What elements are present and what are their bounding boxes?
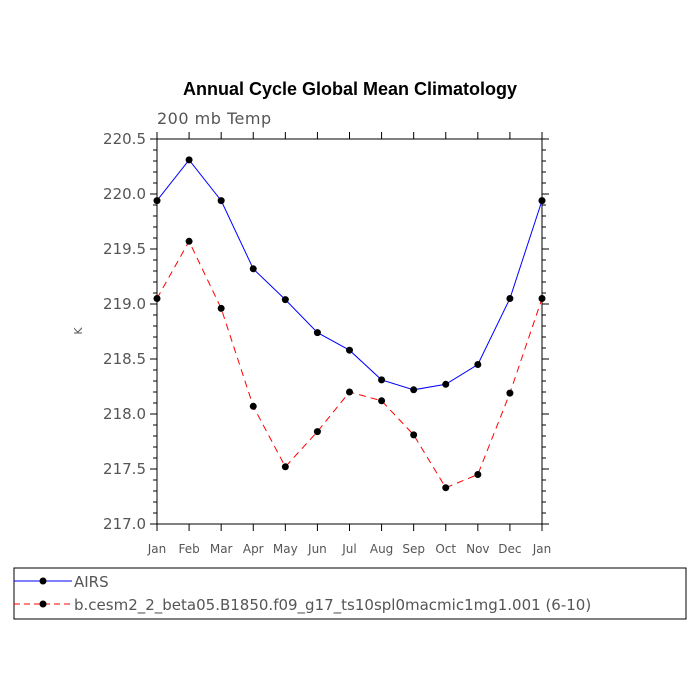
series-0-point xyxy=(346,346,353,354)
x-tick-label: Oct xyxy=(435,542,456,556)
series-1-point xyxy=(217,304,225,312)
series-1-point xyxy=(506,389,514,397)
y-tick-labels: 217.0 217.5 218.0 218.5 219.0 219.5 220.0 220.5 xyxy=(103,130,146,533)
chart-subtitle: 200 mb Temp xyxy=(157,109,272,128)
legend: AIRS b.cesm2_2_beta05.B1850.f09_g17_ts10… xyxy=(13,567,687,620)
legend-label-airs: AIRS xyxy=(74,573,109,591)
x-tick-label: Feb xyxy=(178,542,199,556)
series-line-0 xyxy=(156,159,543,391)
series-1-point xyxy=(378,397,386,405)
plot-frame xyxy=(156,138,543,525)
y-tick-label: 219.5 xyxy=(103,240,146,258)
series-1-point xyxy=(153,295,161,302)
chart-title: Annual Cycle Global Mean Climatology xyxy=(183,79,517,99)
x-tick-label: Jul xyxy=(341,542,356,556)
legend-marker-airs xyxy=(39,577,47,585)
legend-box xyxy=(13,567,687,620)
x-tick-label: Jun xyxy=(307,542,327,556)
legend-marker-cesm xyxy=(39,600,47,608)
series-1-point xyxy=(185,237,193,245)
series-0-point xyxy=(442,380,450,388)
x-tick-label: Apr xyxy=(243,542,264,556)
x-tick-label: Nov xyxy=(466,542,489,556)
series-1-point xyxy=(474,471,482,478)
series-0-point xyxy=(185,156,193,164)
series-0-point xyxy=(474,361,482,368)
series-0-point xyxy=(249,265,257,273)
y-tick-label: 220.0 xyxy=(103,185,146,203)
y-tick-label: 218.0 xyxy=(103,405,146,423)
y-tick-label: 217.5 xyxy=(103,460,146,478)
x-tick-label: May xyxy=(273,542,298,556)
series-0-point xyxy=(153,197,161,205)
x-tick-label: Jan xyxy=(532,542,552,556)
x-tick-labels: Jan Feb Mar Apr May Jun Jul Aug Sep Oct Nov Dec Jan xyxy=(147,542,552,556)
series-1-point xyxy=(346,388,353,396)
x-tick-label: Aug xyxy=(370,542,393,556)
series-1-point xyxy=(442,484,450,492)
series-1-point xyxy=(249,402,257,410)
series-0-point xyxy=(313,329,321,337)
series-0-point xyxy=(506,295,514,302)
ticks xyxy=(150,132,549,531)
series-1-point xyxy=(538,295,546,302)
series-0-point xyxy=(217,197,225,205)
series-1-point xyxy=(410,431,418,439)
series-line-1 xyxy=(156,240,543,489)
series-0-point xyxy=(410,386,418,394)
x-tick-label: Dec xyxy=(498,542,521,556)
series-1-point xyxy=(313,428,321,436)
x-tick-label: Sep xyxy=(402,542,425,556)
y-tick-label: 220.5 xyxy=(103,130,146,148)
series-1-point xyxy=(281,463,289,471)
x-tick-label: Mar xyxy=(210,542,233,556)
series xyxy=(153,156,546,492)
y-tick-label: 217.0 xyxy=(103,515,146,533)
series-0-point xyxy=(538,197,546,205)
y-tick-label: 219.0 xyxy=(103,295,146,313)
series-0-point xyxy=(281,296,289,304)
y-tick-label: 218.5 xyxy=(103,350,146,368)
x-tick-label: Jan xyxy=(147,542,167,556)
legend-label-cesm: b.cesm2_2_beta05.B1850.f09_g17_ts10spl0m… xyxy=(74,596,591,615)
y-axis-label: K xyxy=(72,327,85,335)
series-0-point xyxy=(378,376,386,384)
